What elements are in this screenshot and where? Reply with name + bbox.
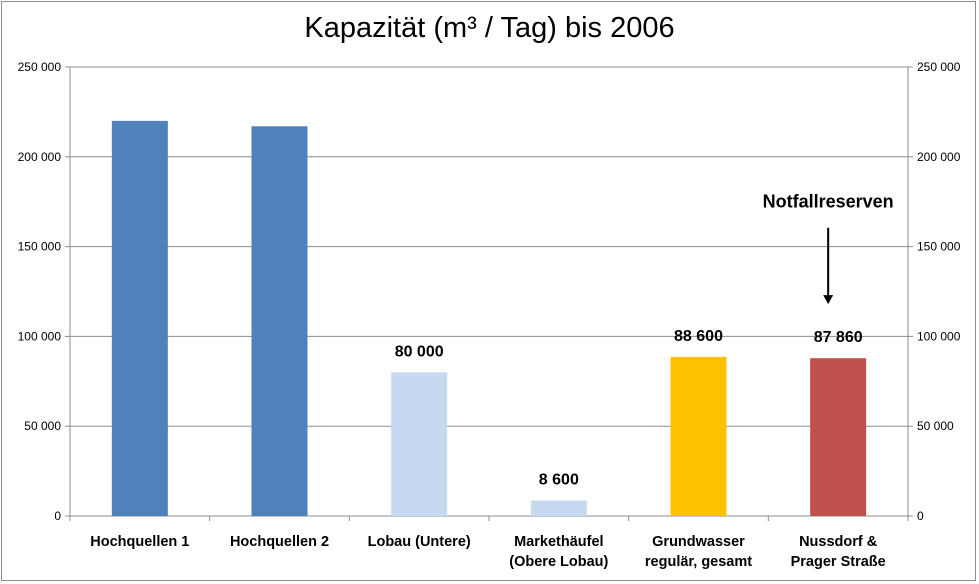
y-tick-label-right: 150 000: [917, 240, 961, 254]
x-tick-label: Lobau (Untere): [368, 534, 471, 550]
bar: [251, 126, 308, 516]
y-tick-label-left: 150 000: [18, 240, 62, 254]
data-label: 87 860: [814, 329, 863, 346]
bar: [391, 372, 448, 516]
y-tick-label-right: 50 000: [917, 419, 954, 433]
x-tick-label: Nussdorf &: [799, 534, 878, 550]
y-tick-label-left: 100 000: [18, 329, 62, 343]
x-tick-label: Prager Straße: [791, 554, 886, 570]
y-tick-label-right: 0: [917, 509, 924, 523]
bar: [530, 500, 587, 516]
y-tick-label-right: 250 000: [917, 60, 961, 74]
y-tick-label-right: 200 000: [917, 150, 961, 164]
y-tick-label-right: 100 000: [917, 329, 961, 343]
x-tick-label: regulär, gesamt: [645, 554, 752, 570]
x-tick-label: Hochquellen 2: [230, 534, 329, 550]
y-tick-label-left: 50 000: [24, 419, 61, 433]
data-label: 88 600: [674, 328, 723, 345]
y-tick-label-left: 0: [54, 509, 61, 523]
data-label: 8 600: [539, 472, 579, 489]
x-tick-label: Grundwasser: [652, 534, 745, 550]
x-tick-label: Hochquellen 1: [90, 534, 189, 550]
chart-title: Kapazität (m³ / Tag) bis 2006: [304, 12, 675, 44]
y-tick-label-left: 200 000: [18, 150, 62, 164]
y-tick-label-left: 250 000: [18, 60, 62, 74]
x-tick-label: Markethäufel: [514, 534, 603, 550]
annotation-text: Notfallreserven: [763, 192, 894, 212]
bar: [810, 358, 867, 516]
bar: [111, 120, 168, 516]
x-tick-label: (Obere Lobau): [509, 554, 608, 570]
data-label: 80 000: [395, 343, 444, 360]
annotation-arrow-head: [823, 295, 834, 305]
bar: [670, 356, 727, 516]
